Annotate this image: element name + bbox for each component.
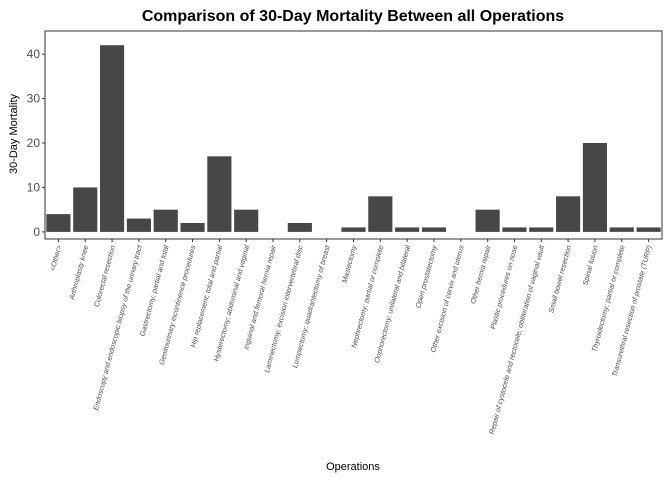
bar [180, 223, 205, 232]
y-tick-label: 20 [27, 136, 41, 150]
y-tick-label: 40 [27, 47, 41, 61]
bar [475, 209, 500, 232]
bar [99, 45, 125, 232]
bar [529, 227, 554, 232]
x-axis-title: Operations [326, 461, 380, 473]
y-tick-label: 0 [33, 225, 40, 239]
bar [368, 196, 393, 232]
y-tick-label: 10 [27, 180, 41, 194]
bar [287, 223, 312, 232]
bar [636, 227, 661, 232]
y-axis-title: 30-Day Mortality [8, 93, 20, 174]
bar [582, 143, 607, 232]
bar [46, 214, 71, 232]
bar [207, 156, 232, 232]
bar [421, 227, 447, 232]
bar [609, 227, 634, 232]
bar [153, 209, 178, 232]
bar [502, 227, 527, 232]
bar [395, 227, 420, 232]
bar [556, 196, 581, 232]
chart-title: Comparison of 30-Day Mortality Between a… [142, 8, 564, 25]
bar [341, 227, 366, 232]
bar [234, 209, 259, 232]
y-tick-label: 30 [27, 92, 41, 106]
bar [126, 218, 151, 232]
bar [73, 187, 98, 232]
